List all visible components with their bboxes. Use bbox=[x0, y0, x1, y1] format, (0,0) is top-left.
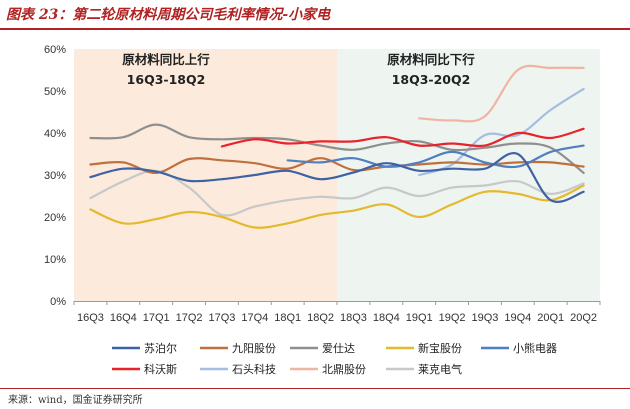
legend-label: 科沃斯 bbox=[144, 362, 177, 376]
x-tick-label: 18Q3 bbox=[340, 312, 367, 324]
region-label-2: 原材料同比下行 bbox=[387, 52, 475, 67]
x-tick-label: 19Q1 bbox=[406, 312, 433, 324]
x-tick-label: 20Q1 bbox=[537, 312, 564, 324]
y-tick-label: 10% bbox=[44, 254, 66, 266]
series-line-爱仕达 bbox=[89, 123, 585, 174]
shaded-region-1 bbox=[74, 49, 337, 301]
x-tick-label: 17Q4 bbox=[241, 312, 268, 324]
x-tick-label: 18Q1 bbox=[274, 312, 301, 324]
x-tick-label: 19Q2 bbox=[439, 312, 466, 324]
x-tick-label: 16Q4 bbox=[110, 312, 137, 324]
y-tick-label: 50% bbox=[44, 86, 66, 98]
legend-label: 九阳股份 bbox=[232, 342, 276, 355]
y-tick-label: 60% bbox=[44, 44, 66, 56]
region-period-1: 16Q3-18Q2 bbox=[127, 72, 206, 87]
x-tick-label: 19Q3 bbox=[471, 312, 498, 324]
y-tick-label: 30% bbox=[44, 170, 66, 182]
series-line-北鼎股份 bbox=[418, 64, 585, 123]
series-line-苏泊尔 bbox=[89, 151, 585, 203]
legend-label: 石头科技 bbox=[232, 362, 276, 376]
y-tick-label: 0% bbox=[50, 296, 66, 308]
shaded-region-2 bbox=[337, 49, 600, 301]
legend-label: 苏泊尔 bbox=[144, 342, 177, 355]
series-line-石头科技 bbox=[418, 87, 585, 177]
legend-label: 莱克电气 bbox=[418, 362, 462, 376]
y-tick-label: 20% bbox=[44, 212, 66, 224]
series-line-小熊电器 bbox=[286, 144, 585, 169]
figure-title: 图表 23：第二轮原材料周期公司毛利率情况-小家电 bbox=[6, 7, 331, 23]
legend-label: 新宝股份 bbox=[418, 341, 462, 355]
region-period-2: 18Q3-20Q2 bbox=[392, 72, 471, 87]
line-chart: 原材料同比上行 16Q3-18Q2 原材料同比下行 18Q3-20Q2 0% 10% 20… bbox=[44, 44, 601, 376]
y-tick-label: 40% bbox=[44, 128, 66, 140]
x-tick-label: 16Q3 bbox=[77, 312, 104, 324]
footer-divider bbox=[0, 388, 630, 389]
series-line-新宝股份 bbox=[89, 184, 585, 229]
title-divider bbox=[0, 28, 630, 30]
region-label-1: 原材料同比上行 bbox=[122, 52, 210, 67]
x-tick-label: 17Q1 bbox=[143, 312, 170, 324]
x-tick-label: 17Q3 bbox=[208, 312, 235, 324]
series-line-科沃斯 bbox=[220, 127, 585, 148]
x-tick-label: 19Q4 bbox=[504, 312, 531, 324]
x-tick-label: 20Q2 bbox=[570, 312, 597, 324]
series-line-九阳股份 bbox=[89, 157, 585, 175]
source-note: 来源：wind，国金证券研究所 bbox=[8, 395, 143, 406]
legend-label: 小熊电器 bbox=[513, 341, 557, 355]
legend-label: 北鼎股份 bbox=[322, 363, 366, 376]
legend-label: 爱仕达 bbox=[322, 342, 355, 355]
x-tick-label: 18Q2 bbox=[307, 312, 334, 324]
x-tick-label: 18Q4 bbox=[373, 312, 400, 324]
x-tick-label: 17Q2 bbox=[176, 312, 203, 324]
